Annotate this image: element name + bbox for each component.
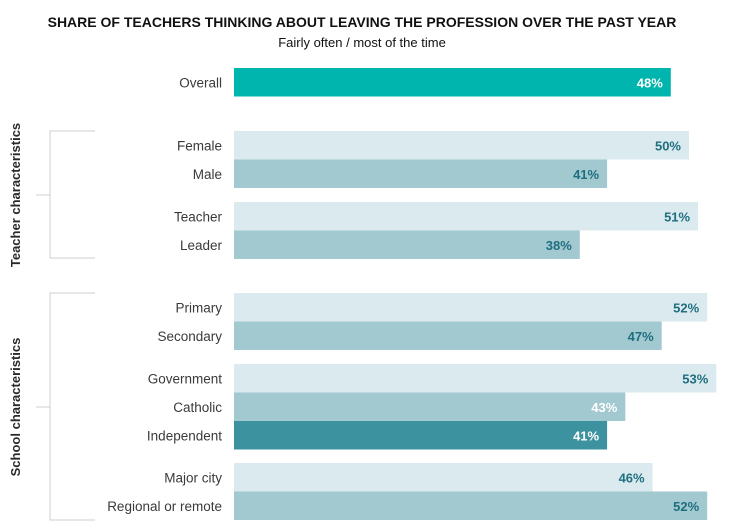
category-label-government: Government [148, 371, 223, 386]
value-label-primary: 52% [673, 300, 699, 315]
bar-major-city [234, 463, 653, 492]
value-label-overall: 48% [637, 75, 663, 90]
value-label-independent: 41% [573, 428, 599, 443]
bar-male [234, 159, 608, 188]
value-label-teacher: 51% [664, 209, 690, 224]
category-label-male: Male [193, 167, 222, 182]
chart-title: SHARE OF TEACHERS THINKING ABOUT LEAVING… [48, 14, 677, 30]
bar-teacher [234, 202, 699, 231]
bar-independent [234, 421, 608, 450]
category-label-teacher: Teacher [174, 209, 223, 224]
bar-leader [234, 230, 580, 259]
bar-overall [234, 68, 671, 97]
bar-primary [234, 293, 708, 322]
category-label-independent: Independent [147, 428, 222, 443]
value-label-major-city: 46% [619, 470, 645, 485]
group-label-school-characteristics: School characteristics [8, 338, 23, 477]
bar-regional-or-remote [234, 491, 708, 520]
value-label-secondary: 47% [628, 329, 654, 344]
category-label-leader: Leader [180, 238, 223, 253]
bar-government [234, 364, 717, 393]
chart-subtitle: Fairly often / most of the time [278, 35, 446, 50]
category-label-primary: Primary [176, 300, 223, 315]
value-label-government: 53% [682, 371, 708, 386]
group-label-teacher-characteristics: Teacher characteristics [8, 123, 23, 267]
category-label-overall: Overall [179, 75, 222, 90]
category-label-catholic: Catholic [173, 400, 222, 415]
value-label-leader: 38% [546, 238, 572, 253]
category-label-secondary: Secondary [157, 329, 222, 344]
bars-layer: Overall 48% Female 50% Male 41% Teacher 51% Lead… [107, 68, 717, 520]
value-label-catholic: 43% [591, 400, 617, 415]
group-brackets-layer: Teacher characteristics School characteri… [8, 123, 95, 521]
bracket-teacher-characteristics [49, 130, 95, 259]
category-label-major-city: Major city [164, 470, 222, 485]
bracket-school-characteristics [49, 292, 95, 521]
bar-secondary [234, 321, 662, 350]
bar-catholic [234, 392, 626, 421]
category-label-female: Female [177, 138, 222, 153]
value-label-male: 41% [573, 167, 599, 182]
bar-female [234, 131, 689, 160]
category-label-regional-or-remote: Regional or remote [107, 499, 222, 514]
value-label-regional-or-remote: 52% [673, 499, 699, 514]
value-label-female: 50% [655, 138, 681, 153]
